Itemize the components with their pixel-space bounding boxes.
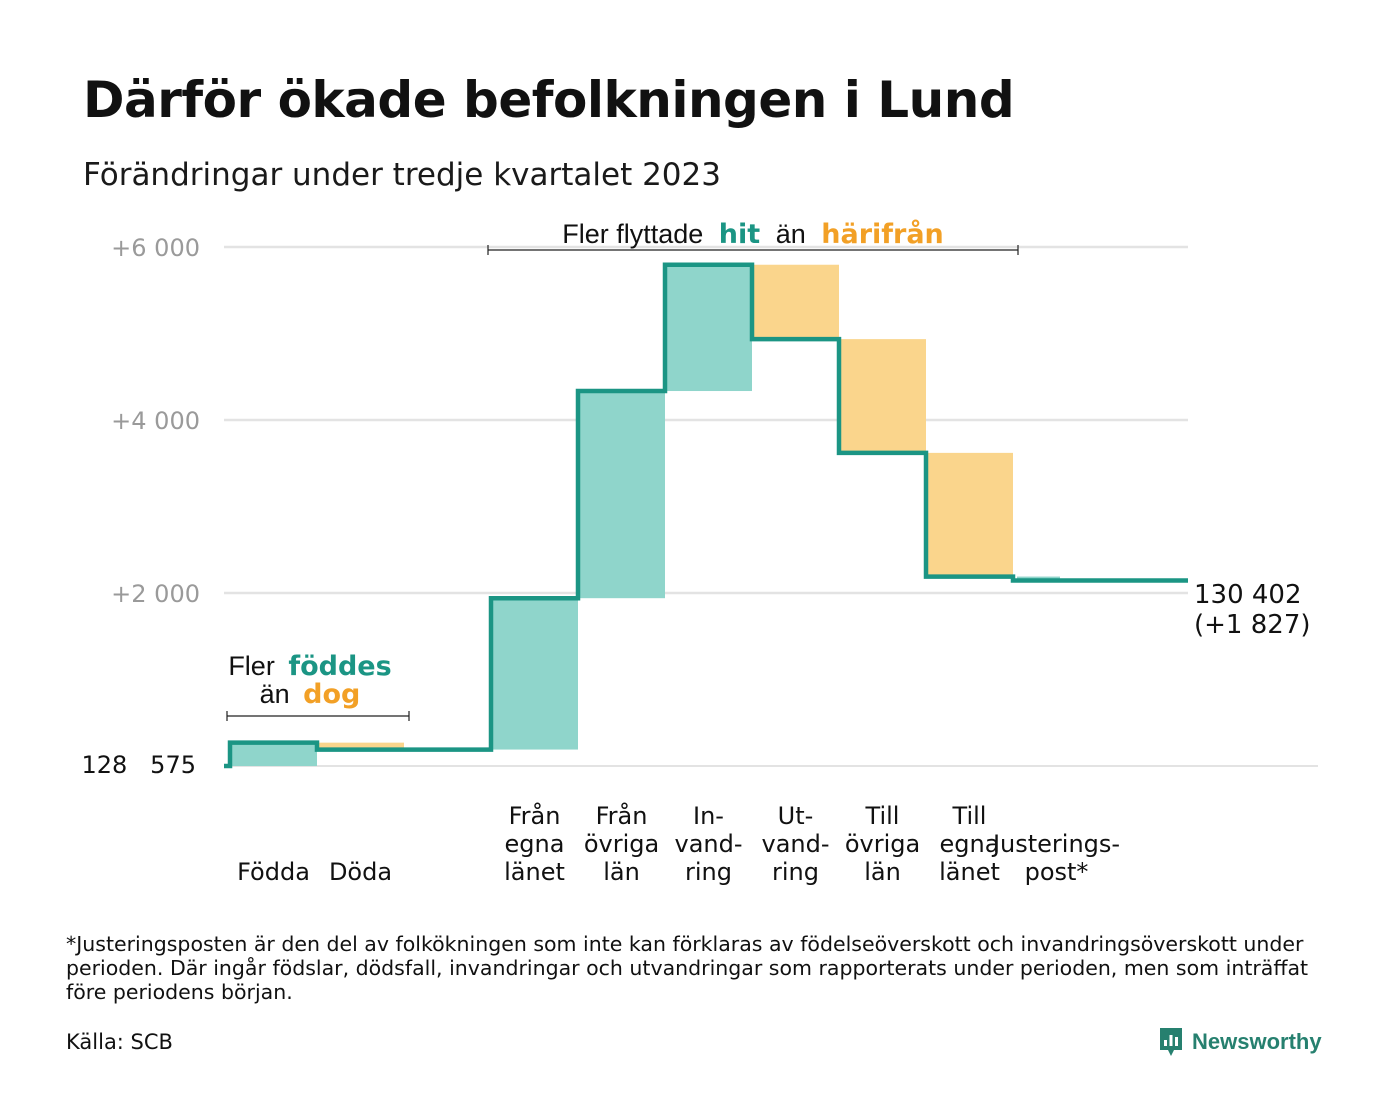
svg-text:Fler flyttade hit: Fler flyttade hit än härifrån	[562, 218, 944, 250]
births-line1-word: föddes	[288, 651, 391, 682]
start-value-label: 128 575	[81, 751, 196, 779]
y-tick-label: +2 000	[111, 580, 200, 608]
migration-prefix: Fler flyttade	[562, 219, 703, 249]
category-label: Justerings-	[991, 830, 1120, 858]
category-label: post*	[1025, 858, 1089, 886]
bars	[230, 264, 1060, 766]
category-label: länet	[939, 858, 1000, 886]
newsworthy-logo-icon	[1160, 1028, 1182, 1056]
end-value-label: 130 402	[1194, 580, 1302, 610]
category-label: övriga	[584, 830, 659, 858]
category-label: Från	[596, 801, 648, 830]
category-label: Döda	[329, 858, 392, 886]
category-label: ring	[772, 858, 819, 886]
chart-subtitle: Förändringar under tredje kvartalet 2023	[83, 157, 721, 193]
births-line2-prefix: än	[260, 679, 290, 709]
waterfall-bar	[752, 264, 839, 340]
axis-labels: Födda DödaFrånegnalänetFrånövrigalänIn-va…	[237, 801, 1120, 886]
svg-text:Fler föddes: Fler föddes	[228, 651, 391, 682]
chart-title: Därför ökade befolkningen i Lund	[83, 71, 1015, 129]
footnote: *Justeringsposten är den del av folkökni…	[66, 932, 1309, 1004]
y-tick-label: +4 000	[111, 407, 200, 435]
grid-lines: +2 000 +4 000 +6 000	[111, 234, 1318, 767]
waterfall-bar	[665, 264, 752, 392]
category-label: vand-	[674, 830, 742, 858]
migration-harifran: härifrån	[821, 218, 944, 250]
category-label: ring	[685, 858, 732, 886]
category-label: vand-	[761, 830, 829, 858]
category-label: egna	[940, 830, 1000, 858]
migration-hit: hit	[719, 219, 760, 250]
waterfall-chart: +2 000+4 000+6 000 Födda DödaFrånegnaläne…	[81, 218, 1318, 886]
svg-text:än dog: än dog	[260, 679, 361, 710]
source-label: Källa: SCB	[66, 1030, 173, 1054]
births-annotation: Fler föddes än dog	[226, 651, 410, 721]
births-line2-word: dog	[303, 679, 360, 710]
waterfall-bar	[926, 452, 1013, 577]
newsworthy-logo[interactable]: Newsworthy	[1158, 1026, 1322, 1058]
migration-mid: än	[776, 219, 806, 249]
waterfall-bar	[230, 742, 317, 766]
cumulative-step-line	[224, 262, 1188, 769]
category-label: län	[603, 858, 640, 886]
waterfall-bar	[839, 339, 926, 453]
category-label: Från	[509, 801, 561, 830]
category-label: övriga	[845, 830, 920, 858]
y-tick-label: +6 000	[111, 234, 200, 262]
category-label: Till	[865, 802, 900, 830]
category-label: Ut-	[778, 802, 814, 830]
category-label: In-	[693, 802, 724, 830]
births-line1-prefix: Fler	[228, 651, 275, 681]
waterfall-bar	[578, 391, 665, 599]
waterfall-bar	[317, 742, 404, 750]
category-label: län	[864, 858, 901, 886]
end-change-label: (+1 827)	[1194, 610, 1311, 640]
category-label: länet	[504, 858, 565, 886]
brand-name: Newsworthy	[1192, 1029, 1322, 1054]
cumulative-line	[224, 262, 1188, 769]
migration-annotation: Fler flyttade hit än härifrån	[487, 218, 1019, 255]
category-label: Till	[952, 802, 987, 830]
category-label: Födda	[237, 858, 310, 886]
waterfall-bar	[491, 598, 578, 750]
category-label: egna	[505, 830, 565, 858]
